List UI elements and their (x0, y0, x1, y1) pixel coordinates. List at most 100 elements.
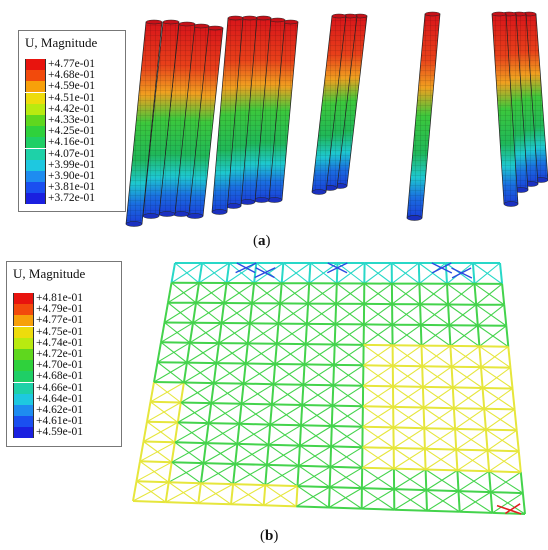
legend-value: +4.79e-01 (36, 303, 84, 316)
grid-member (146, 401, 152, 422)
legend-entry: +4.16e-01 (25, 136, 96, 149)
grid-member (487, 429, 518, 451)
grid-member (424, 447, 457, 451)
grid-member (213, 382, 244, 385)
column-models (125, 11, 548, 227)
grid-member (176, 402, 182, 423)
grid-member (362, 405, 394, 408)
legend-b-title: U, Magnitude (13, 266, 86, 281)
grid-member (501, 283, 506, 305)
grid-member (308, 262, 338, 284)
grid-member (362, 466, 394, 470)
grid-member (269, 404, 303, 426)
grid-member (496, 504, 522, 515)
grid-member (203, 443, 238, 464)
grid-member (425, 490, 428, 511)
grid-member (212, 362, 218, 384)
grid-member (183, 362, 217, 383)
grid-member (394, 488, 427, 492)
grid-member (149, 381, 155, 402)
grid-member (446, 283, 450, 305)
grid-member (331, 425, 363, 428)
grid-member (422, 407, 426, 429)
grid-member (515, 430, 520, 452)
grid-member (210, 383, 244, 404)
grid-member (298, 445, 332, 467)
grid-member (452, 408, 457, 429)
grid-member (205, 423, 240, 444)
grid-member (277, 303, 282, 324)
grid-member (305, 323, 336, 345)
grid-member (170, 262, 176, 283)
legend-swatch (13, 382, 34, 394)
grid-member (238, 403, 243, 424)
grid-member (303, 344, 307, 365)
grid-member (180, 401, 212, 405)
grid-member (132, 481, 169, 502)
legend-swatch (13, 326, 34, 338)
grid-member (198, 262, 230, 284)
grid-member (393, 467, 426, 471)
grid-member (270, 423, 302, 427)
column (211, 15, 244, 215)
grid-member (278, 303, 309, 325)
grid-member (332, 404, 363, 408)
grid-member (195, 282, 200, 303)
grid-member (447, 283, 475, 305)
grid-member (488, 450, 520, 472)
legend-entry: +4.75e-01 (13, 326, 83, 338)
grid-member (198, 262, 204, 284)
grid-member (420, 304, 449, 326)
grid-member (223, 282, 228, 304)
grid-member (223, 282, 255, 304)
grid-member (297, 466, 331, 487)
legend-entry: +4.81e-01 (13, 292, 83, 304)
grid-member (139, 441, 176, 462)
grid-member (235, 262, 257, 274)
grid-member (296, 486, 330, 507)
grid-member (392, 324, 422, 346)
grid-member (303, 383, 334, 387)
legend-swatch (25, 92, 46, 104)
grid-member (503, 304, 508, 326)
legend-swatch (25, 59, 46, 70)
grid-member (485, 428, 517, 432)
legend-value: +3.72e-01 (48, 192, 96, 205)
legend-entry: +4.68e-01 (25, 69, 95, 82)
grid-member (271, 403, 303, 406)
grid-member (232, 464, 268, 485)
grid-member (457, 491, 461, 512)
grid-member (480, 366, 511, 369)
grid-member (486, 450, 491, 472)
grid-member (392, 365, 423, 387)
grid-member (424, 428, 456, 450)
legend-value: +4.16e-01 (48, 136, 96, 149)
grid-member (487, 449, 519, 453)
grid-member (266, 445, 301, 466)
legend-swatch (13, 293, 34, 304)
legend-value: +3.99e-01 (48, 158, 96, 171)
grid-member (449, 345, 453, 367)
grid-member (454, 428, 458, 450)
column (311, 13, 347, 195)
grid-member (424, 427, 456, 430)
legend-swatch (25, 126, 46, 138)
grid-member (330, 446, 363, 468)
caption-b: (b) (260, 528, 279, 544)
grid-member (330, 426, 363, 447)
grid-member (274, 343, 306, 365)
grid-member (208, 403, 242, 424)
grid-member (205, 422, 210, 444)
grid-member (153, 381, 184, 384)
grid-member (517, 451, 522, 473)
grid-member (519, 472, 524, 494)
grid-member (391, 303, 421, 326)
grid-member (418, 283, 422, 305)
grid-member (489, 470, 521, 474)
legend-value: +4.77e-01 (36, 314, 84, 327)
grid-member (307, 282, 338, 305)
grid-member (171, 461, 204, 465)
grid-member (200, 463, 236, 484)
grid-member (484, 407, 515, 411)
grid-member (280, 262, 285, 284)
